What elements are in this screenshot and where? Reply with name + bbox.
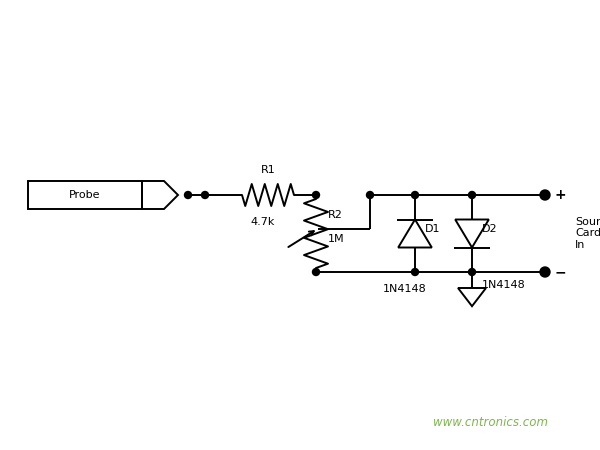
Circle shape [412,269,419,275]
Text: 1N4148: 1N4148 [383,284,427,294]
Text: D2: D2 [482,224,497,234]
Text: www.cntronics.com: www.cntronics.com [433,415,548,428]
Circle shape [367,192,373,198]
Text: R2: R2 [328,211,343,220]
Circle shape [540,190,550,200]
Circle shape [469,269,476,275]
Text: D1: D1 [425,224,440,234]
Circle shape [469,192,476,198]
Text: Sound
Card
In: Sound Card In [575,217,600,250]
Circle shape [202,192,209,198]
Text: −: − [555,265,566,279]
Circle shape [313,192,320,198]
Circle shape [313,269,320,275]
Circle shape [540,267,550,277]
Text: 1M: 1M [328,234,344,243]
Text: R1: R1 [260,165,275,175]
Circle shape [185,192,191,198]
Text: +: + [555,188,566,202]
Text: 4.7k: 4.7k [251,217,275,227]
Circle shape [412,192,419,198]
FancyBboxPatch shape [28,181,142,209]
Text: Probe: Probe [69,190,101,200]
Text: 1N4148: 1N4148 [482,280,526,290]
